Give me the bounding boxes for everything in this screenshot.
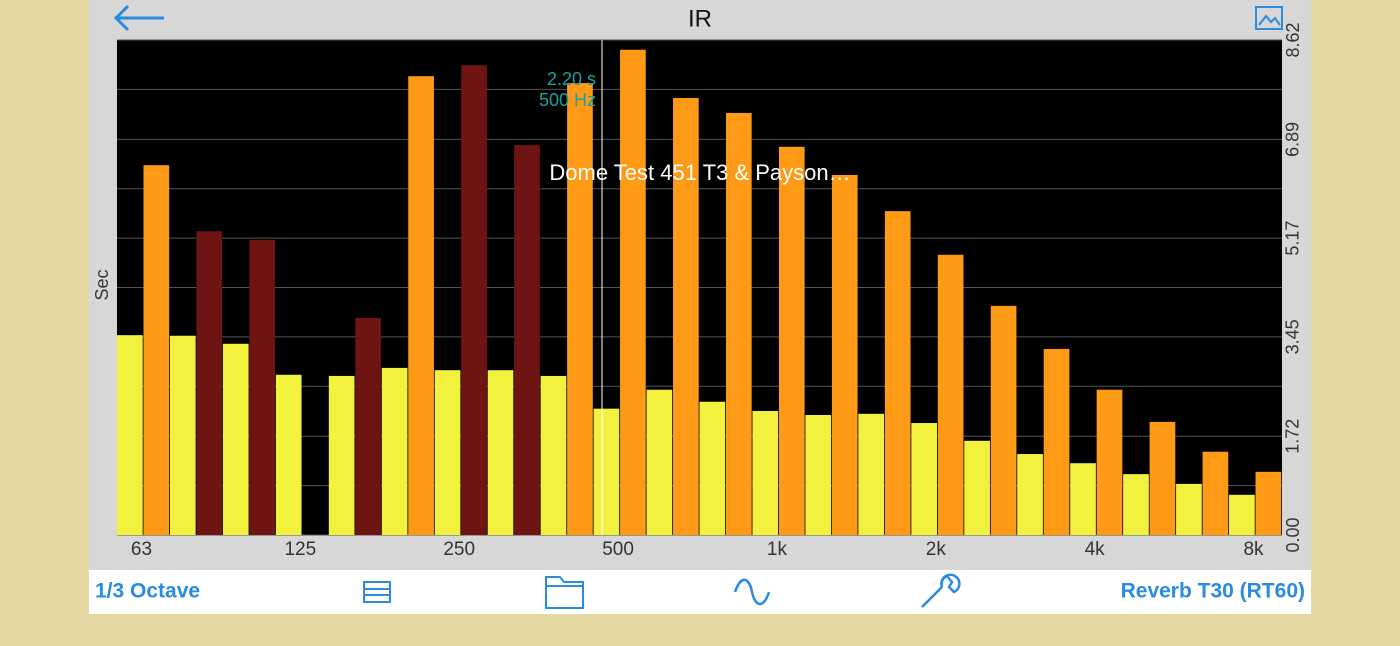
bar (169, 335, 196, 535)
bar (408, 76, 434, 536)
list-button[interactable] (363, 581, 391, 603)
bar (911, 423, 937, 535)
measure-mode-button[interactable]: Reverb T30 (RT60) (1121, 580, 1305, 603)
x-tick-label: 125 (284, 539, 316, 560)
bar (1229, 494, 1255, 535)
bar (249, 239, 276, 535)
bar (514, 145, 540, 535)
x-tick-label: 63 (131, 539, 152, 560)
wrench-icon (921, 573, 961, 608)
bar (990, 305, 1017, 535)
bar (1123, 474, 1149, 535)
bar (275, 374, 302, 535)
y-tick-label: 8.62 (1283, 22, 1303, 57)
bar (1149, 421, 1176, 535)
back-button[interactable] (113, 4, 164, 32)
bar (884, 211, 911, 535)
bar (964, 440, 990, 535)
settings-button[interactable] (921, 573, 961, 608)
x-tick-label: 2k (926, 539, 947, 560)
bar (593, 408, 620, 535)
x-tick-label: 4k (1085, 539, 1106, 560)
y-tick-label: 5.17 (1283, 221, 1303, 256)
bar (1070, 463, 1096, 535)
bar (937, 254, 964, 535)
y-tick-label: 3.45 (1283, 319, 1303, 354)
cursor-value: 2.20 s (547, 69, 596, 89)
bar (620, 49, 646, 536)
back-arrow (113, 4, 164, 32)
bar (196, 231, 223, 536)
bar (328, 375, 355, 535)
folder-button[interactable] (545, 576, 584, 609)
bar (1202, 451, 1229, 535)
bar (831, 174, 858, 535)
wave-button[interactable] (733, 578, 771, 606)
bar (778, 146, 805, 535)
bar (1096, 389, 1123, 535)
bar (381, 367, 408, 535)
y-tick-label: 1.72 (1283, 419, 1303, 454)
bar (540, 375, 567, 535)
plot (117, 39, 1282, 536)
list-icon (363, 581, 391, 603)
band-mode-button[interactable]: 1/3 Octave (95, 580, 200, 603)
bar (222, 343, 249, 535)
wave-icon (733, 578, 771, 606)
bar (117, 335, 143, 535)
chart-title: Dome Test 451 T3 & Payson… (549, 160, 850, 185)
y-tick-label: 6.89 (1283, 122, 1303, 157)
bar (1176, 483, 1202, 535)
y-axis-label: Sec (92, 269, 112, 300)
x-tick-label: 8k (1243, 539, 1264, 560)
image-icon (1255, 6, 1283, 30)
bar (646, 389, 673, 535)
bar (1017, 454, 1043, 535)
bar (752, 410, 779, 535)
bar (699, 401, 726, 535)
list-icon-lines (364, 588, 390, 596)
x-tick-label: 1k (767, 539, 788, 560)
bar (725, 112, 752, 536)
x-tick-label: 500 (602, 539, 634, 560)
y-tick-label: 0.00 (1283, 517, 1303, 552)
bar (434, 370, 461, 535)
image-icon-mountain (1258, 14, 1281, 26)
bar (567, 83, 593, 535)
bar (673, 97, 699, 535)
bar (355, 317, 381, 535)
bar (1043, 348, 1070, 535)
bar (858, 413, 885, 535)
bar (487, 370, 514, 535)
bar (143, 165, 170, 535)
bar (805, 414, 832, 535)
x-tick-label: 250 (443, 539, 475, 560)
bar (1255, 471, 1282, 535)
folder-icon (545, 576, 584, 609)
header-title: IR (688, 5, 712, 32)
image-button[interactable] (1255, 6, 1283, 30)
bar (461, 65, 487, 536)
toolbar (89, 570, 1311, 614)
cursor-frequency: 500 Hz (539, 90, 596, 110)
